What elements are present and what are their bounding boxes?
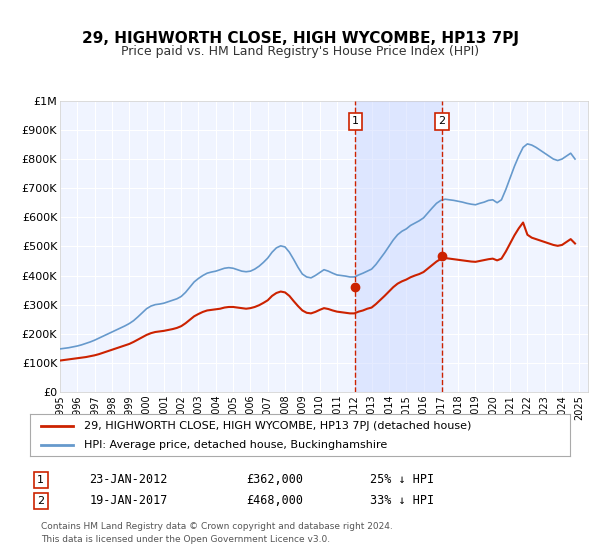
Text: £468,000: £468,000 — [246, 494, 303, 507]
Text: Price paid vs. HM Land Registry's House Price Index (HPI): Price paid vs. HM Land Registry's House … — [121, 45, 479, 58]
Text: 25% ↓ HPI: 25% ↓ HPI — [370, 473, 434, 487]
Text: 1: 1 — [37, 475, 44, 485]
Text: 23-JAN-2012: 23-JAN-2012 — [89, 473, 168, 487]
Text: 29, HIGHWORTH CLOSE, HIGH WYCOMBE, HP13 7PJ: 29, HIGHWORTH CLOSE, HIGH WYCOMBE, HP13 … — [82, 31, 518, 46]
Text: £362,000: £362,000 — [246, 473, 303, 487]
Bar — [355, 101, 442, 392]
Text: 33% ↓ HPI: 33% ↓ HPI — [370, 494, 434, 507]
Text: 29, HIGHWORTH CLOSE, HIGH WYCOMBE, HP13 7PJ (detached house): 29, HIGHWORTH CLOSE, HIGH WYCOMBE, HP13 … — [84, 421, 472, 431]
Text: 1: 1 — [352, 116, 359, 126]
Text: 2: 2 — [438, 116, 445, 126]
Text: 2: 2 — [37, 496, 44, 506]
Text: 19-JAN-2017: 19-JAN-2017 — [89, 494, 168, 507]
Text: This data is licensed under the Open Government Licence v3.0.: This data is licensed under the Open Gov… — [41, 535, 330, 544]
Text: Contains HM Land Registry data © Crown copyright and database right 2024.: Contains HM Land Registry data © Crown c… — [41, 522, 392, 531]
Text: HPI: Average price, detached house, Buckinghamshire: HPI: Average price, detached house, Buck… — [84, 440, 387, 450]
